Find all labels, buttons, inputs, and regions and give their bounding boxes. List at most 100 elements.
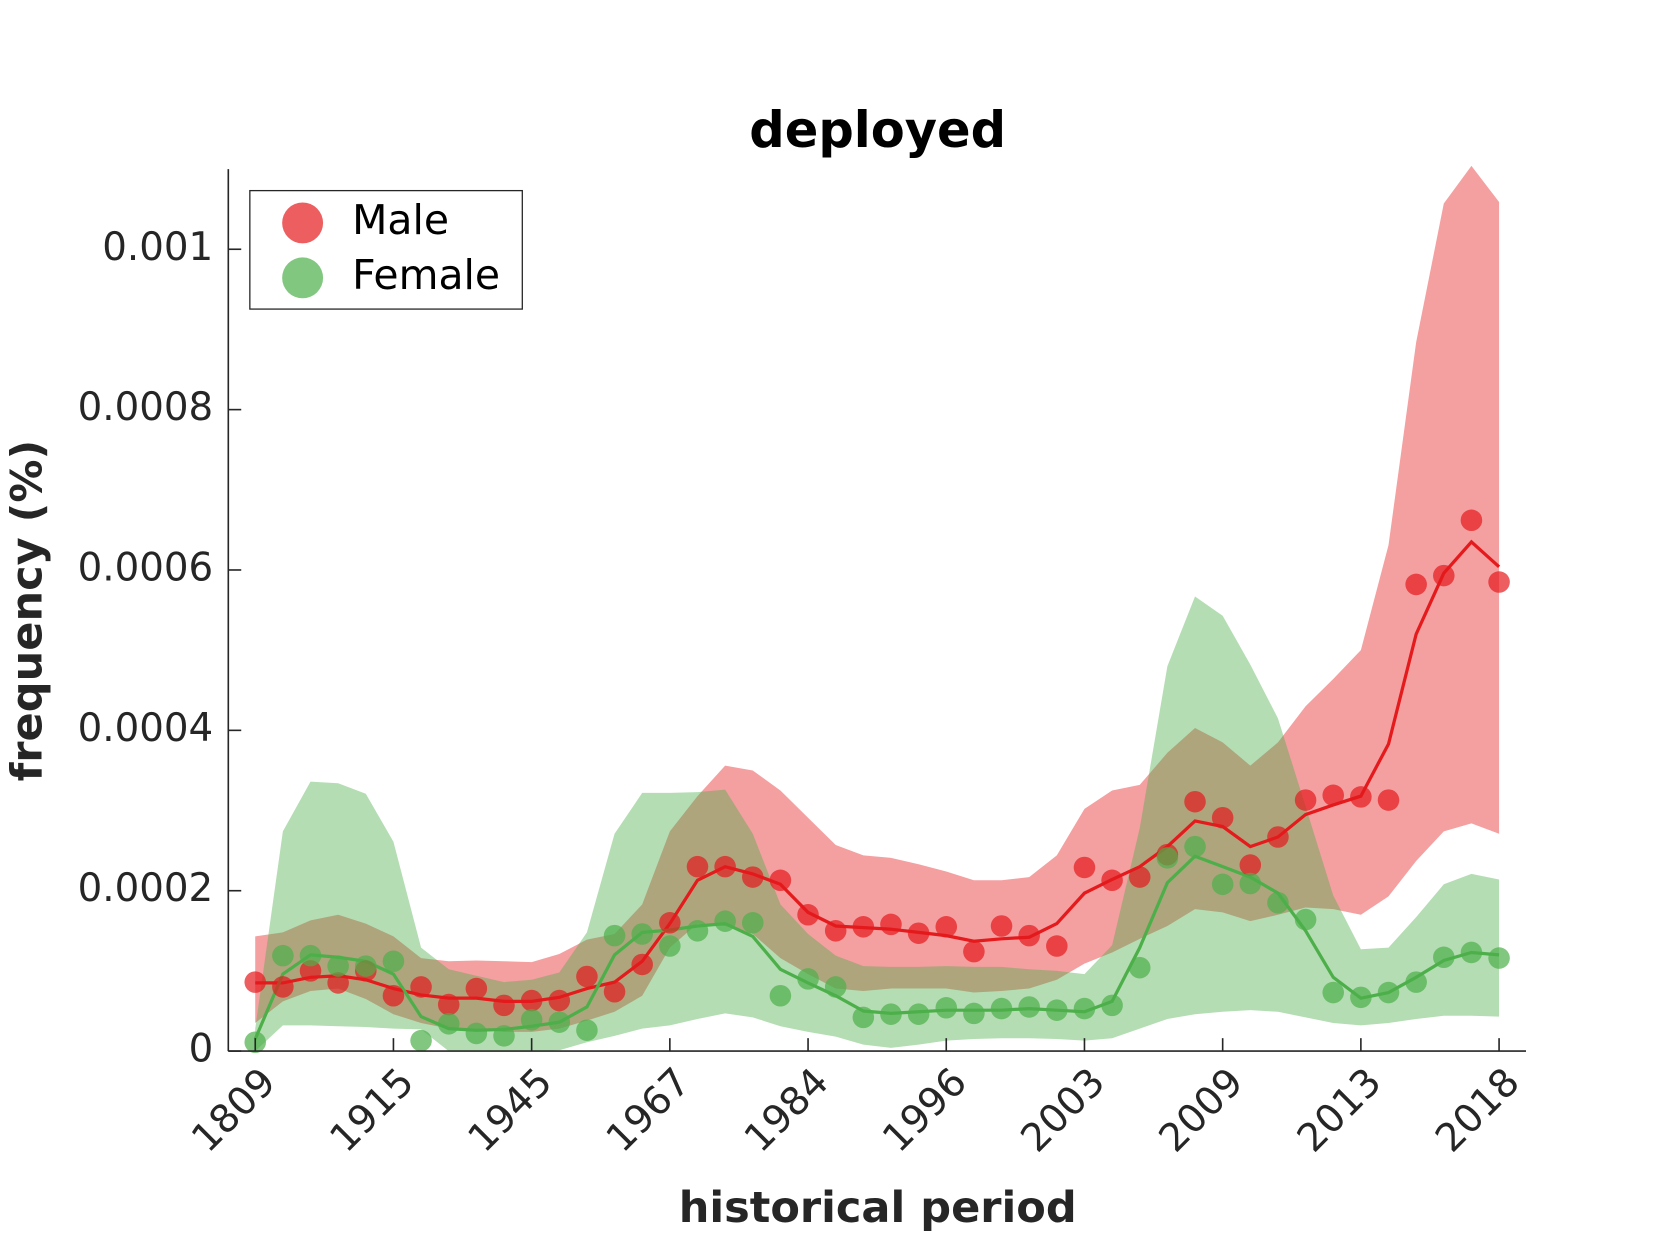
data-point bbox=[327, 955, 349, 977]
data-point bbox=[437, 993, 460, 1016]
data-point bbox=[382, 950, 405, 973]
data-point bbox=[272, 976, 294, 998]
data-point bbox=[1156, 847, 1179, 869]
data-point bbox=[1018, 924, 1040, 947]
y-tick-label: 0.0004 bbox=[78, 706, 214, 751]
data-point bbox=[1239, 872, 1262, 895]
data-point bbox=[1460, 941, 1483, 964]
data-point bbox=[1377, 789, 1400, 811]
x-tick-label: 2018 bbox=[1427, 1060, 1529, 1162]
data-point bbox=[963, 940, 985, 963]
trend-line bbox=[255, 539, 1501, 1003]
data-point bbox=[244, 971, 266, 993]
data-point bbox=[520, 1009, 543, 1031]
data-point bbox=[1405, 971, 1427, 993]
data-point bbox=[631, 923, 653, 945]
x-tick-label: 2003 bbox=[1012, 1060, 1114, 1162]
confidence-band bbox=[255, 165, 1500, 1032]
data-point bbox=[1377, 981, 1400, 1004]
data-point bbox=[1460, 509, 1483, 532]
data-point bbox=[299, 960, 322, 982]
data-point bbox=[1294, 908, 1317, 931]
data-point bbox=[659, 912, 681, 934]
x-tick-label: 1945 bbox=[460, 1060, 562, 1162]
data-point bbox=[493, 1025, 515, 1047]
data-point bbox=[465, 1022, 488, 1045]
data-point bbox=[880, 1003, 902, 1025]
data-point bbox=[548, 989, 571, 1012]
data-point bbox=[465, 977, 488, 1000]
data-point bbox=[1101, 994, 1123, 1017]
data-point bbox=[659, 935, 681, 957]
x-tick-label: 1984 bbox=[736, 1060, 838, 1162]
data-point bbox=[1350, 786, 1372, 808]
y-tick-label: 0.0006 bbox=[78, 545, 214, 590]
data-point bbox=[1073, 856, 1096, 879]
data-point bbox=[990, 997, 1013, 1020]
data-point bbox=[1101, 869, 1123, 892]
data-point bbox=[824, 976, 847, 998]
data-point bbox=[576, 1019, 598, 1041]
data-point bbox=[1488, 571, 1510, 593]
data-point bbox=[1322, 981, 1344, 1004]
data-point bbox=[686, 920, 709, 942]
data-point bbox=[410, 976, 432, 998]
data-point bbox=[1128, 866, 1151, 888]
data-point bbox=[631, 953, 653, 976]
data-point bbox=[1018, 996, 1040, 1018]
data-point bbox=[1046, 999, 1068, 1021]
data-point bbox=[686, 855, 709, 878]
y-tick-label: 0.001 bbox=[102, 225, 213, 270]
data-point bbox=[520, 989, 543, 1012]
trend-line bbox=[253, 854, 1500, 1040]
data-point bbox=[493, 994, 515, 1017]
y-tick-label: 0.0008 bbox=[78, 385, 214, 430]
legend-label: Female bbox=[352, 251, 500, 299]
data-point bbox=[1128, 956, 1151, 979]
data-point bbox=[603, 980, 626, 1003]
data-point bbox=[990, 915, 1013, 937]
data-point bbox=[1239, 854, 1262, 876]
data-point bbox=[769, 869, 792, 892]
data-point bbox=[1405, 573, 1427, 596]
data-point bbox=[548, 1011, 571, 1033]
data-point bbox=[797, 968, 819, 990]
data-point bbox=[382, 984, 405, 1007]
data-point bbox=[327, 972, 349, 994]
data-point bbox=[907, 1003, 930, 1025]
confidence-band bbox=[255, 596, 1500, 1052]
data-point bbox=[1211, 873, 1234, 896]
data-point bbox=[437, 1013, 460, 1035]
data-point bbox=[714, 855, 736, 878]
x-tick-label: 1996 bbox=[874, 1060, 976, 1162]
x-axis-label: historical period bbox=[679, 1183, 1077, 1233]
data-point bbox=[880, 913, 902, 936]
x-tick-label: 2009 bbox=[1151, 1060, 1253, 1162]
data-point bbox=[410, 1029, 432, 1052]
y-tick-label: 0 bbox=[189, 1027, 214, 1072]
data-point bbox=[1433, 564, 1455, 587]
data-point bbox=[742, 866, 764, 888]
data-point bbox=[1211, 806, 1234, 829]
legend-marker bbox=[282, 257, 324, 299]
data-point bbox=[935, 997, 958, 1019]
chart-title: deployed bbox=[749, 101, 1006, 159]
data-point bbox=[963, 1002, 985, 1025]
legend-label: Male bbox=[352, 196, 449, 244]
data-point bbox=[1433, 946, 1455, 969]
data-point bbox=[797, 903, 819, 926]
data-point bbox=[1267, 826, 1289, 848]
y-axis-label: frequency (%) bbox=[3, 440, 53, 782]
data-point bbox=[1294, 789, 1317, 811]
legend-marker bbox=[282, 202, 324, 244]
data-point bbox=[576, 965, 598, 988]
x-tick-label: 1915 bbox=[321, 1060, 423, 1162]
data-point bbox=[1322, 784, 1344, 807]
data-point bbox=[603, 924, 626, 947]
data-point bbox=[714, 910, 736, 932]
data-point bbox=[1350, 986, 1372, 1009]
data-point bbox=[852, 1006, 875, 1029]
x-tick-label: 1809 bbox=[183, 1060, 285, 1162]
data-point bbox=[1267, 891, 1289, 914]
